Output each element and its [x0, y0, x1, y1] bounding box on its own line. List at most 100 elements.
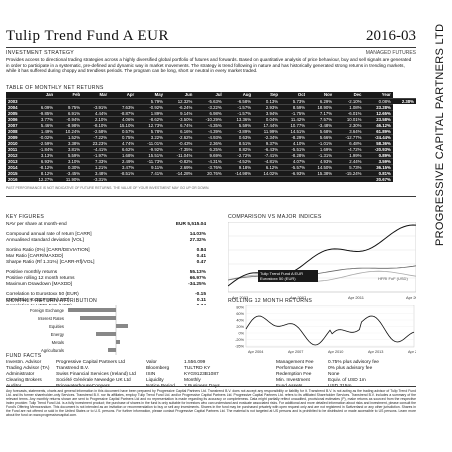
- key-figure-row: Sortino Ratio (0%) [CARR/DEVIATION] 0.84: [6, 248, 206, 254]
- table-cell: -14.98%: [223, 169, 254, 176]
- legend-tulip: Tulip Trend Fund A EUR: [260, 271, 303, 276]
- rolling-heading: Rolling 12 Month Returns: [228, 298, 313, 304]
- table-cell: -9.85%: [28, 109, 56, 116]
- table-row: 2013 6.93% 3.10% 7.33% 2.49% -11.73% -0.82% -4.…: [6, 157, 416, 164]
- table-cell: [109, 97, 137, 104]
- table-cell: [28, 97, 56, 104]
- table-cell: 0.63%: [223, 133, 254, 140]
- table-cell: 6.25%: [194, 145, 224, 152]
- fund-title: Tulip Trend Fund A EUR: [6, 28, 170, 44]
- table-cell: 23.58%: [363, 115, 393, 122]
- table-header: Jan: [28, 92, 56, 98]
- table-cell: 2010: [6, 139, 29, 146]
- fact-label: Performance Fee: [276, 366, 314, 371]
- table-cell: 14.51%: [280, 127, 308, 134]
- attribution-chart: Foreign Exchange Interest Rates Equities En…: [6, 305, 206, 355]
- table-cell: 2.36%: [194, 139, 224, 146]
- table-cell: -8.62%: [136, 115, 165, 122]
- table-header: Sep: [253, 92, 281, 98]
- table-cell: -24.44%: [363, 133, 393, 140]
- table-cell: -4.81%: [253, 157, 281, 164]
- fact-label: Clearing Brokers: [6, 378, 42, 383]
- table-cell: 12.65%: [363, 109, 393, 116]
- strategy-heading: Investment Strategy: [6, 50, 75, 56]
- attribution-bar: [68, 308, 116, 312]
- section-divider: [6, 196, 416, 197]
- attribution-bar: [96, 332, 116, 336]
- key-figures-list: NAV per share at month-end EUR 5,515.04 Co…: [6, 222, 206, 310]
- table-cell: -1.57%: [223, 103, 254, 110]
- table-cell: [223, 175, 254, 182]
- table-cell: -15.24%: [334, 169, 364, 176]
- table-cell: 58.36%: [363, 139, 393, 146]
- table-cell: -8.51%: [109, 169, 137, 176]
- table-cell: 7.57%: [307, 115, 335, 122]
- table-cell: -2.72%: [223, 151, 254, 158]
- fact-label: Valor: [146, 360, 157, 365]
- table-cell: [194, 175, 224, 182]
- table-row: 2012 3.13% 5.59% -1.97% 1.68% 15.51% -11.04% 9.…: [6, 151, 416, 158]
- table-cell: 2015: [6, 169, 29, 176]
- table-row: 2015 8.12% -3.45% 3.48% -8.51% 7.41% -14.28% 20…: [6, 169, 416, 176]
- table-row: 2007 5.46% -8.98% -8.10% 15.10% 12.73% 6.74% -4…: [6, 121, 416, 128]
- fact-label: Management Fee: [276, 360, 314, 365]
- table-cell: 7.33%: [82, 157, 110, 164]
- table-row: 2011 -1.84% 3.81% -4.41% 6.62% -9.92% -7.35% 6.…: [6, 145, 416, 152]
- table-cell: 11.90%: [55, 175, 83, 182]
- table-cell: 12.73%: [136, 121, 165, 128]
- table-cell: 61.89%: [363, 127, 393, 134]
- monthly-returns-table: Jan Feb Mar Apr May Jun Jul Aug Sep Oct Nov Dec Year…: [6, 92, 416, 182]
- table-cell: 5.79%: [136, 97, 165, 104]
- rolling-chart: 80% 60% 40% 20% 0% -20% -35% Apr 2004 Apr 2007 Ap…: [228, 305, 416, 355]
- attribution-bar: [80, 316, 116, 320]
- table-cell: [164, 175, 195, 182]
- fact-label: Administrator: [6, 372, 35, 377]
- strategy-label: Managed Futures: [365, 50, 416, 56]
- table-cell: -0.02%: [28, 133, 56, 140]
- table-cell: 10.77%: [280, 121, 308, 128]
- table-cell: [280, 175, 308, 182]
- table-cell: -8.10%: [82, 121, 110, 128]
- x-tick-label: Apr 2010: [328, 350, 343, 354]
- table-cell: -3.91%: [82, 103, 110, 110]
- key-figure-row: Sharpe Ratio (Rf 1.31%) [CARR-Rf]/VOL] 0.…: [6, 260, 206, 266]
- table-cell: 1.49%: [28, 127, 56, 134]
- table-cell: 6.98%: [194, 109, 224, 116]
- table-cell: 5.73%: [334, 163, 364, 170]
- fact-value: 1.556.099: [184, 360, 206, 365]
- table-cell: 2.93%: [253, 103, 281, 110]
- table-cell: -6.93%: [280, 169, 308, 176]
- fact-value: 0.75% plus advisory fee: [328, 360, 379, 365]
- table-cell: -7.35%: [164, 145, 195, 152]
- fact-label: Redemption Fee: [276, 372, 312, 377]
- key-figure-label: Sortino Ratio (0%) [CARR/DEVIATION]: [6, 248, 90, 253]
- table-cell: -0.94%: [55, 115, 83, 122]
- table-cell: 5.46%: [28, 121, 56, 128]
- table-cell: 3.81%: [55, 145, 83, 152]
- table-cell: 4.74%: [109, 139, 137, 146]
- table-cell: 0.89%: [363, 151, 393, 158]
- attribution-bar: [108, 348, 116, 352]
- fact-label: ISIN: [146, 372, 156, 377]
- attribution-heading: Monthly Return Attribution: [6, 298, 98, 304]
- comparison-heading: Comparison vs Major Indices: [228, 214, 322, 220]
- key-figure-value: 0.41: [196, 254, 206, 259]
- table-cell: 3.10%: [55, 157, 83, 164]
- disclaimer-text: Any forecasts, statements, charts and ge…: [6, 389, 416, 417]
- table-cell: -1.97%: [82, 151, 110, 158]
- strategy-text: Provides access to directional trading s…: [6, 57, 412, 74]
- table-cell: 6.16%: [164, 127, 195, 134]
- x-tick-label: Apr 2003: [232, 295, 249, 300]
- attribution-bar: [116, 324, 128, 328]
- table-cell: 6.48%: [334, 139, 364, 146]
- x-tick-label: Apr 2013: [368, 350, 383, 354]
- table-cell: 5.59%: [223, 121, 254, 128]
- table-cell: [109, 175, 137, 182]
- key-figure-value: 0.47: [196, 260, 206, 265]
- table-cell: -2.62%: [164, 133, 195, 140]
- table-cell: 4.07%: [280, 157, 308, 164]
- table-cell: 9.37%: [253, 139, 281, 146]
- table-row: 2004 6.09% 9.75% -3.91% 7.63% -0.92% -6.24% -3.…: [6, 103, 416, 110]
- key-figure-row: NAV per share at month-end EUR 5,515.04: [6, 222, 206, 228]
